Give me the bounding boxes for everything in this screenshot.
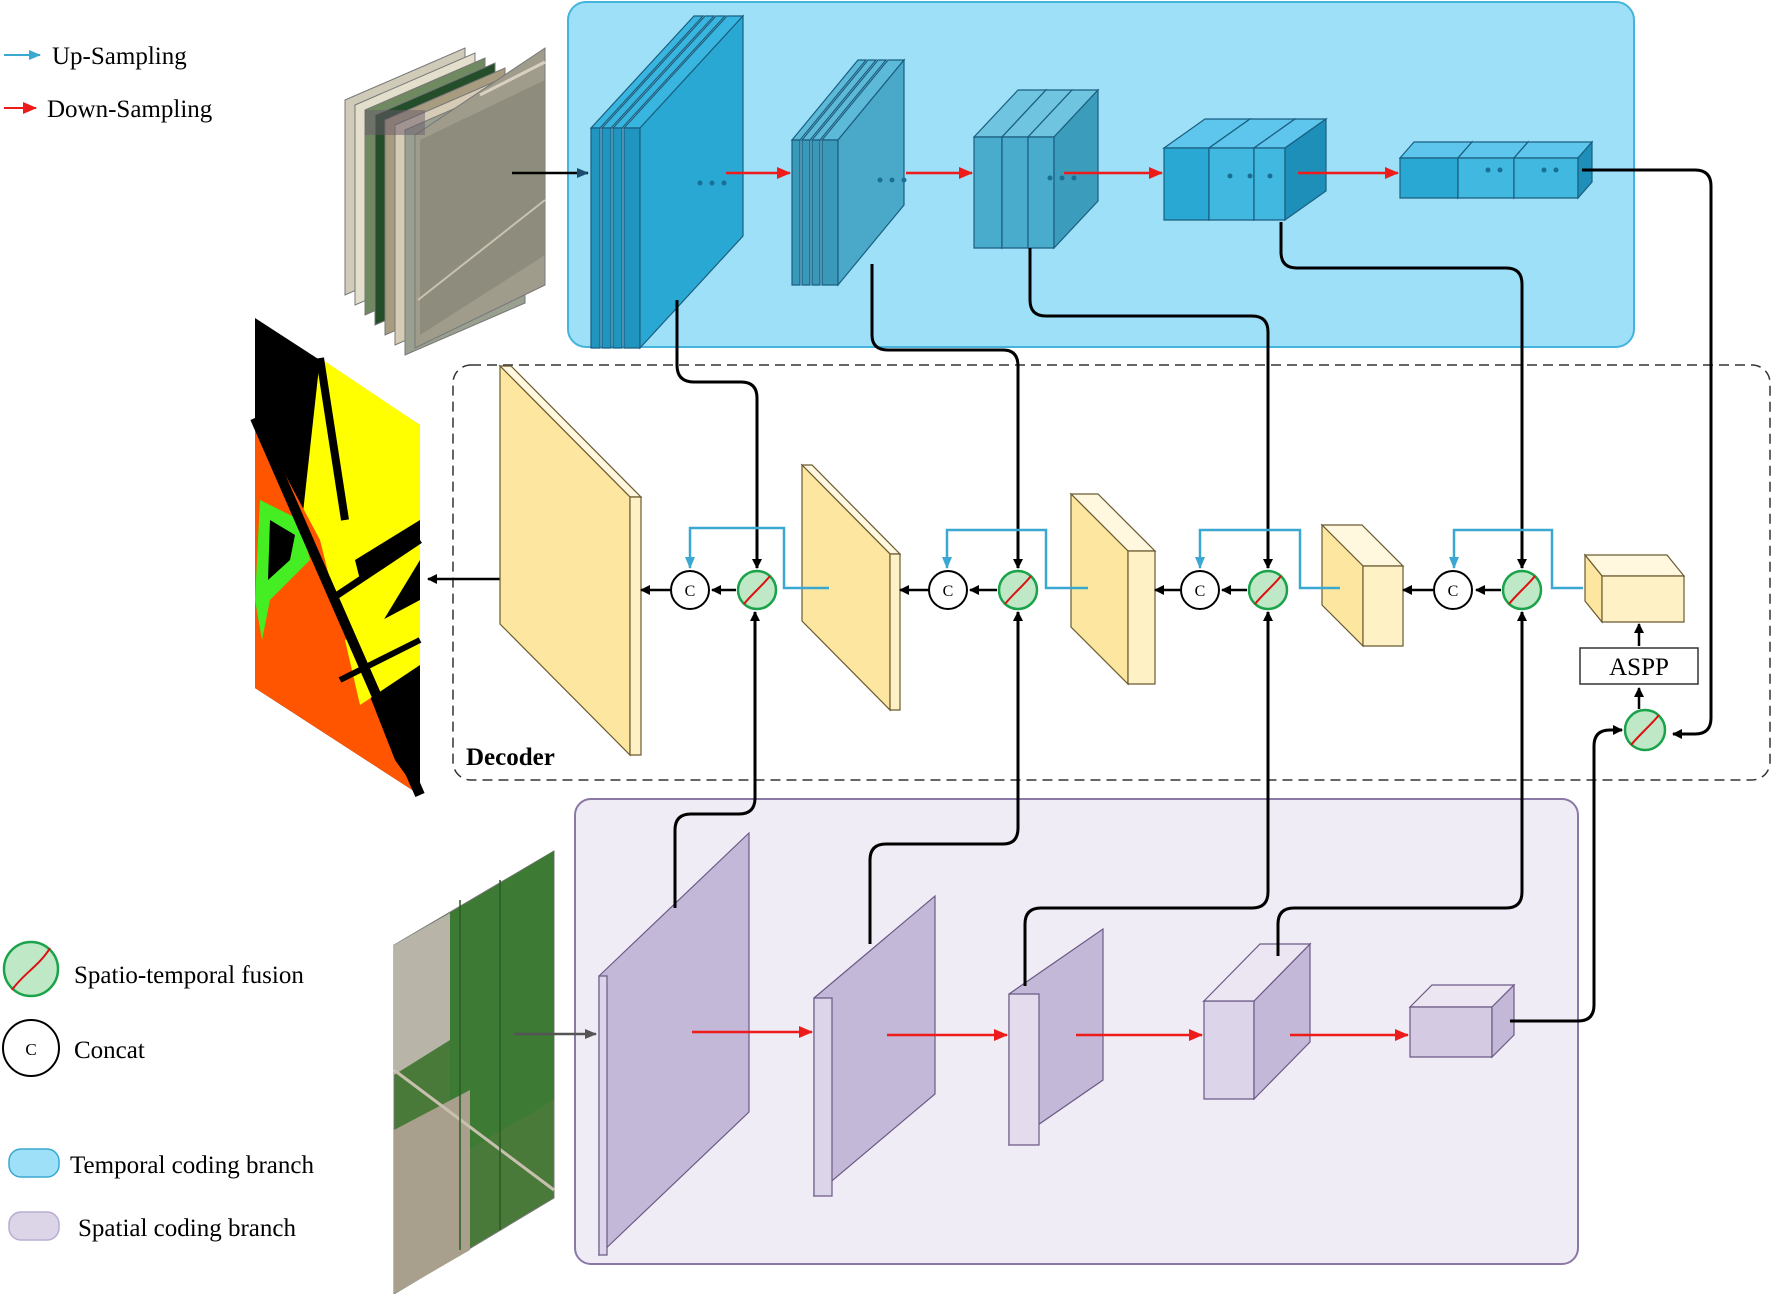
fusion-node-3 xyxy=(1247,569,1289,611)
spatial-encoder-stage-5 xyxy=(1408,983,1516,1059)
segmentation-output-map xyxy=(250,318,425,798)
spatial-encoder-stage-3 xyxy=(1008,927,1104,1147)
legend-concat-label: Concat xyxy=(74,1037,145,1064)
temporal-encoder-stage-1 xyxy=(589,14,745,350)
aspp-module: ASPP xyxy=(1579,647,1699,685)
svg-text:C: C xyxy=(685,583,696,600)
decoder-panel xyxy=(452,364,1771,781)
spatial-down-sampling-arrows xyxy=(692,1026,1409,1041)
aspp-label: ASPP xyxy=(1609,654,1669,681)
temporal-encoder-stage-5 xyxy=(1398,140,1594,200)
fusion-node-4 xyxy=(1501,569,1543,611)
fusion-node-2 xyxy=(997,569,1039,611)
legend-fusion-icon xyxy=(2,940,60,998)
legend-up-sampling: Up-Sampling xyxy=(52,43,187,70)
spatial-skip-connections xyxy=(673,611,1623,1023)
legend-spatial-label: Spatial coding branch xyxy=(78,1215,296,1242)
temporal-input-image-stack xyxy=(344,47,546,356)
temporal-encoder-stage-3 xyxy=(972,88,1100,250)
concat-node-2: C xyxy=(928,570,968,610)
concat-node-1: C xyxy=(670,570,710,610)
concat-node-4: C xyxy=(1433,570,1473,610)
legend-fusion-label: Spatio-temporal fusion xyxy=(74,962,304,989)
temporal-encoder-stage-4 xyxy=(1162,117,1328,222)
decoder-stage-1 xyxy=(498,364,643,757)
concat-node-3: C xyxy=(1180,570,1220,610)
svg-text:C: C xyxy=(1448,583,1459,600)
legend: Up-Sampling Down-Sampling Spatio-tempora… xyxy=(2,43,314,1242)
legend-spatial-swatch xyxy=(8,1211,60,1241)
legend-down-sampling: Down-Sampling xyxy=(47,96,213,123)
decoder-label: Decoder xyxy=(466,744,555,771)
svg-text:C: C xyxy=(1195,583,1206,600)
legend-temporal-swatch xyxy=(8,1148,60,1178)
fusion-nodes xyxy=(736,569,1667,752)
decoder-stage-3 xyxy=(1069,492,1157,686)
legend-concat-icon: C xyxy=(2,1019,60,1077)
legend-temporal-label: Temporal coding branch xyxy=(70,1152,314,1179)
spatial-encoder-stage-4 xyxy=(1202,942,1312,1101)
spatial-input-image xyxy=(393,850,555,1294)
fusion-node-1 xyxy=(736,569,778,611)
spatial-encoder-stage-1 xyxy=(598,831,750,1257)
svg-text:C: C xyxy=(943,583,954,600)
stack-ellipsis-dots xyxy=(697,167,1559,186)
spatial-encoder-stage-2 xyxy=(813,894,936,1198)
temporal-encoder-stage-2 xyxy=(790,58,906,287)
decoder-stage-4 xyxy=(1320,523,1405,648)
svg-text:C: C xyxy=(25,1040,36,1059)
temporal-skip-connections xyxy=(675,168,1713,739)
fusion-node-bottleneck xyxy=(1623,708,1667,752)
up-sampling-connections xyxy=(685,526,1583,590)
decoder-stage-2 xyxy=(800,463,902,712)
decoder-stage-5 xyxy=(1583,553,1686,624)
